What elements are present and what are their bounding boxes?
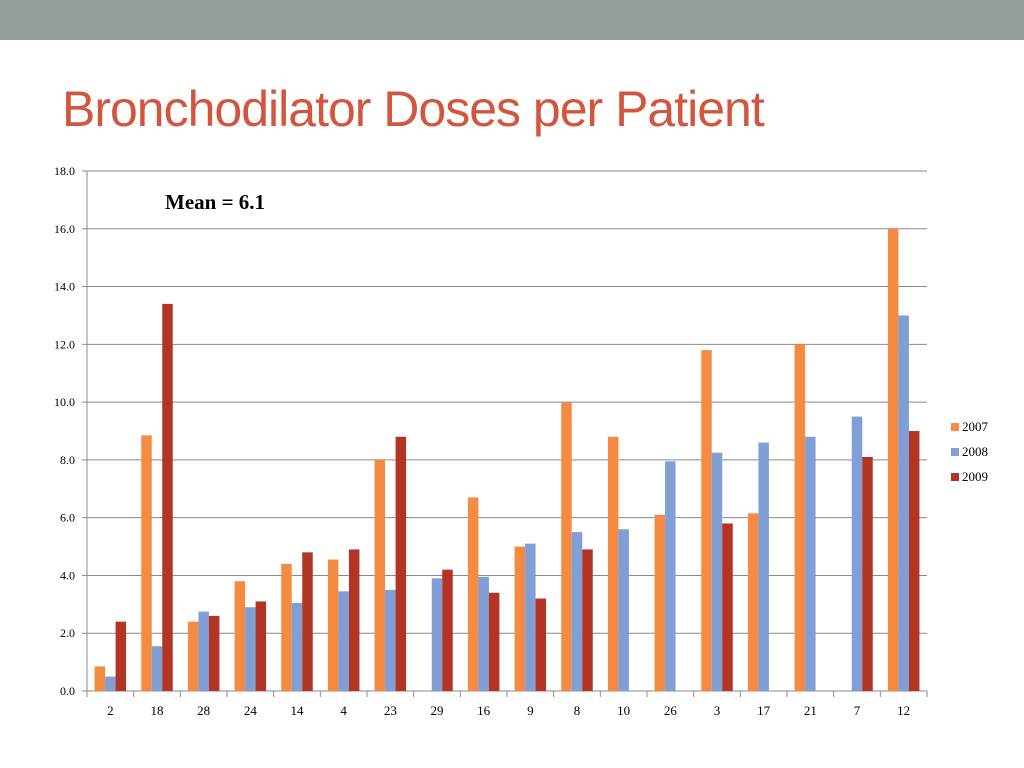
y-tick-label: 8.0 [60,453,75,467]
y-tick-label: 6.0 [60,511,75,525]
x-tick-label: 9 [527,703,534,718]
bar-2009-9 [535,598,547,691]
x-tick-label: 24 [244,703,258,718]
bar-2007-16 [467,497,479,691]
bar-2009-14 [302,552,313,691]
bar-2009-8 [582,549,593,691]
legend-swatch-2009 [951,473,959,481]
bar-2008-28 [198,611,209,691]
y-tick-label: 10.0 [54,395,75,409]
bar-2009-12 [908,431,920,691]
bar-2008-4 [338,591,349,691]
x-tick-label: 10 [617,703,630,718]
legend-label-2008: 2008 [962,444,988,459]
bar-2008-29 [431,578,443,691]
bar-2009-16 [488,592,500,691]
bar-2008-23 [385,589,396,691]
y-tick-label: 18.0 [54,164,75,178]
bar-2007-14 [281,563,292,691]
x-tick-label: 3 [714,703,721,718]
bar-2007-9 [514,546,526,691]
bar-2009-24 [255,601,267,691]
y-tick-label: 0.0 [60,684,75,698]
bar-2008-18 [151,646,163,691]
bar-2008-8 [571,532,583,691]
bar-2007-24 [234,581,246,691]
bar-2009-2 [115,621,127,691]
bar-2008-9 [525,543,536,691]
x-tick-label: 16 [477,703,491,718]
bar-2008-17 [758,442,769,691]
x-tick-label: 28 [197,703,210,718]
y-axis: 0.0 2.0 4.0 6.0 8.0 10.0 12.0 14.0 16.0 18.0 [54,164,88,698]
x-tick-label: 12 [897,703,910,718]
x-tick-label: 26 [664,703,678,718]
bar-2007-8 [561,402,572,691]
bar-2008-12 [898,315,909,691]
bar-2008-3 [711,452,723,691]
bar-2008-2 [105,676,116,691]
bar-2007-26 [654,514,666,691]
bar-2008-24 [245,607,256,691]
bar-2007-18 [141,435,152,691]
x-tick-label: 2 [107,703,114,718]
x-tick-label: 7 [854,703,861,718]
bar-2007-21 [794,344,806,691]
bar-2009-3 [722,523,733,691]
x-tick-label: 14 [291,703,305,718]
x-tick-label: 17 [757,703,771,718]
bar-2009-4 [348,549,360,691]
bar-2007-10 [607,436,619,691]
bar-2007-17 [747,513,759,691]
bar-2009-18 [162,303,173,691]
bar-2007-3 [701,350,712,691]
legend-swatch-2008 [951,448,959,456]
bar-2009-29 [442,569,453,691]
slide-title: Bronchodilator Doses per Patient [62,81,765,137]
x-tick-label: 4 [340,703,347,718]
top-bar [0,0,1024,40]
bars [94,228,920,691]
bar-2008-21 [805,436,816,691]
legend: 2007 2008 2009 [951,419,989,484]
y-tick-label: 16.0 [54,222,75,236]
x-tick-label: 8 [574,703,581,718]
legend-label-2009: 2009 [962,469,988,484]
y-tick-label: 2.0 [60,626,75,640]
x-tick-label: 29 [431,703,444,718]
y-tick-label: 12.0 [54,337,75,351]
legend-label-2007: 2007 [962,419,989,434]
x-tick-label: 23 [384,703,397,718]
y-tick-label: 4.0 [60,568,75,582]
x-tick-label: 18 [151,703,164,718]
bar-2007-12 [887,228,899,691]
bar-2008-10 [618,529,629,691]
y-tick-label: 14.0 [54,280,75,294]
x-axis: 2 18 28 24 14 4 23 29 16 9 8 10 26 3 17 21 7 12 [86,690,928,718]
bar-2009-7 [862,457,873,691]
bar-2009-28 [208,615,220,691]
bar-2007-4 [327,559,339,691]
bar-2007-23 [374,459,386,691]
bar-2008-7 [851,416,863,691]
bar-2007-28 [187,621,199,691]
bar-2008-16 [478,576,489,691]
bar-2008-14 [291,602,303,691]
grid-lines [87,170,927,692]
bar-2008-26 [665,461,676,691]
legend-swatch-2007 [951,423,959,431]
bar-2009-23 [395,436,407,691]
mean-annotation: Mean = 6.1 [165,190,265,214]
bar-2007-2 [94,666,106,691]
x-tick-label: 21 [804,703,817,718]
